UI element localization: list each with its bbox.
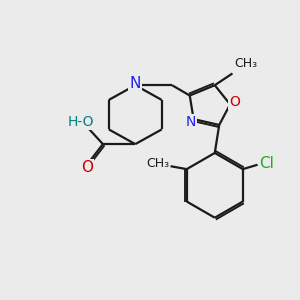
Text: CH₃: CH₃ <box>146 157 169 170</box>
Text: O: O <box>229 95 240 109</box>
Text: N: N <box>130 76 141 91</box>
Text: O: O <box>81 160 93 175</box>
Text: N: N <box>185 115 196 129</box>
Text: Cl: Cl <box>259 156 274 171</box>
Text: CH₃: CH₃ <box>234 57 257 70</box>
Text: H-O: H-O <box>68 115 94 129</box>
